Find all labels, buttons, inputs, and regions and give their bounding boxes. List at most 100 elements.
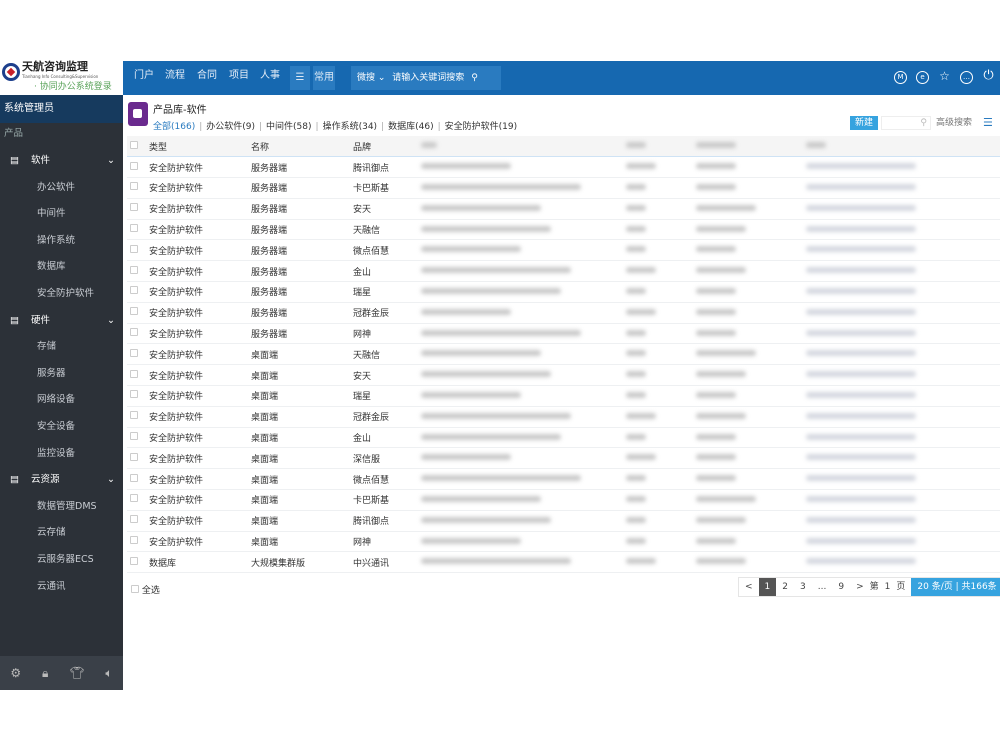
sidebar-item[interactable]: 网络设备 xyxy=(37,394,76,406)
sidebar-group[interactable]: ▤ 硬件 ⌄ xyxy=(0,308,123,334)
tab[interactable]: 全部(166) xyxy=(153,122,196,132)
gear-icon[interactable]: ⚙ xyxy=(10,666,22,680)
table-row[interactable]: 安全防护软件 服务器端 微点佰慧 xyxy=(127,239,1000,262)
table-row[interactable]: 安全防护软件 桌面端 卡巴斯基 xyxy=(127,489,1000,511)
table-row[interactable]: 安全防护软件 桌面端 冠群金辰 xyxy=(127,406,1000,428)
row-checkbox[interactable] xyxy=(130,515,138,524)
prev-page-button[interactable]: < xyxy=(745,582,753,592)
row-checkbox[interactable] xyxy=(130,494,138,503)
star-icon[interactable]: ☆ xyxy=(939,69,950,83)
sidebar-item[interactable]: 服务器 xyxy=(37,367,66,379)
list-search-input[interactable]: ⚲ xyxy=(881,116,931,130)
page-1[interactable]: 1 xyxy=(758,578,777,596)
table-row[interactable]: 安全防护软件 桌面端 深信服 xyxy=(127,447,1000,470)
table-row[interactable]: 安全防护软件 桌面端 网神 xyxy=(127,531,1000,553)
sidebar-item[interactable]: 云存储 xyxy=(37,527,66,539)
search-icon[interactable]: ⚲ xyxy=(920,118,927,128)
table-row[interactable]: 安全防护软件 服务器端 金山 xyxy=(127,260,1000,283)
table-row[interactable]: 安全防护软件 服务器端 安天 xyxy=(127,198,1000,220)
page-9[interactable]: 9 xyxy=(838,582,845,592)
page-size-info[interactable]: 20 条/页 | 共166条 xyxy=(911,578,1000,596)
table-row[interactable]: 安全防护软件 服务器端 卡巴斯基 xyxy=(127,177,1000,199)
table-row[interactable]: 安全防护软件 桌面端 安天 xyxy=(127,364,1000,387)
advanced-search-link[interactable]: 高级搜索 xyxy=(936,118,973,128)
tab[interactable]: 中间件(58) xyxy=(266,122,312,132)
row-checkbox[interactable] xyxy=(130,244,138,253)
row-checkbox[interactable] xyxy=(130,265,138,274)
table-row[interactable]: 安全防护软件 桌面端 金山 xyxy=(127,427,1000,449)
sidebar-item[interactable]: 存储 xyxy=(37,341,57,353)
table-row[interactable]: 数据库 大规模集群版 中兴通讯 xyxy=(127,551,1000,574)
table-row[interactable]: 安全防护软件 服务器端 腾讯御点 xyxy=(127,156,1000,179)
row-checkbox[interactable] xyxy=(130,328,138,337)
table-row[interactable]: 安全防护软件 桌面端 瑞星 xyxy=(127,385,1000,407)
m-circle-icon[interactable]: M xyxy=(894,71,907,84)
chat-icon[interactable]: … xyxy=(960,71,973,84)
hamburger-icon[interactable]: ☰ xyxy=(290,66,310,90)
col-type[interactable]: 类型 xyxy=(149,136,251,158)
table-row[interactable]: 安全防护软件 服务器端 冠群金辰 xyxy=(127,302,1000,324)
nav-workflow[interactable]: 流程 xyxy=(165,70,185,81)
page-3[interactable]: 3 xyxy=(800,582,806,592)
sidebar-group[interactable]: ▤ 云资源 ⌄ xyxy=(0,467,123,493)
search-input[interactable]: 请输入关键词搜索 xyxy=(392,73,465,83)
row-checkbox[interactable] xyxy=(130,390,138,399)
tab[interactable]: 安全防护软件(19) xyxy=(444,122,518,132)
row-checkbox[interactable] xyxy=(130,161,138,170)
sidebar-item[interactable]: 安全设备 xyxy=(37,421,76,432)
select-all-checkbox[interactable] xyxy=(131,585,139,593)
row-checkbox[interactable] xyxy=(130,411,138,420)
tab[interactable]: 办公软件(9) xyxy=(206,122,255,132)
sidebar-item[interactable]: 数据管理DMS xyxy=(37,500,97,512)
row-checkbox[interactable] xyxy=(130,348,138,357)
next-page-button[interactable]: > xyxy=(856,582,864,592)
power-icon[interactable]: ⏻ xyxy=(983,68,994,83)
shirt-icon[interactable]: 👕︎ xyxy=(69,666,85,680)
col-name[interactable]: 名称 xyxy=(251,136,353,158)
row-checkbox[interactable] xyxy=(130,432,138,441)
sidebar-item[interactable]: 监控设备 xyxy=(37,447,76,459)
speaker-icon[interactable]: 🔈︎ xyxy=(105,665,113,680)
select-all[interactable]: 全选 xyxy=(131,583,160,596)
nav-portal[interactable]: 门户 xyxy=(134,70,154,81)
table-row[interactable]: 安全防护软件 桌面端 微点佰慧 xyxy=(127,468,1000,491)
row-checkbox[interactable] xyxy=(130,369,138,378)
col-brand[interactable]: 品牌 xyxy=(353,136,421,158)
sidebar-item[interactable]: 云服务器ECS xyxy=(37,554,94,565)
list-view-icon[interactable]: ☰ xyxy=(983,116,993,129)
table-row[interactable]: 安全防护软件 服务器端 网神 xyxy=(127,323,1000,345)
row-checkbox[interactable] xyxy=(130,203,138,212)
row-checkbox[interactable] xyxy=(130,224,138,233)
search-box[interactable]: 微搜 ⌄ 请输入关键词搜索 ⚲ xyxy=(351,66,501,90)
page-2[interactable]: 2 xyxy=(782,582,789,592)
e-circle-icon[interactable]: e xyxy=(916,71,929,84)
row-checkbox[interactable] xyxy=(130,536,138,545)
sidebar-item[interactable]: 安全防护软件 xyxy=(37,288,95,299)
tab[interactable]: 操作系统(34) xyxy=(322,122,378,132)
sidebar-group[interactable]: ▤ 软件 ⌄ xyxy=(0,148,123,174)
nav-hr[interactable]: 人事 xyxy=(260,70,280,81)
tab[interactable]: 数据库(46) xyxy=(388,122,434,132)
search-icon[interactable]: ⚲ xyxy=(471,73,478,83)
row-checkbox[interactable] xyxy=(130,473,138,482)
sidebar-user[interactable]: 系统管理员 xyxy=(0,95,123,123)
row-checkbox[interactable] xyxy=(130,182,138,191)
sidebar-item[interactable]: 操作系统 xyxy=(37,234,76,246)
nav-contract[interactable]: 合同 xyxy=(197,70,217,81)
sidebar-item[interactable]: 云通讯 xyxy=(37,580,66,592)
lock-icon[interactable]: 🔒︎ xyxy=(42,665,49,680)
table-row[interactable]: 安全防护软件 服务器端 瑞星 xyxy=(127,281,1000,303)
nav-project[interactable]: 项目 xyxy=(229,70,249,81)
new-button[interactable]: 新建 xyxy=(850,116,878,130)
table-row[interactable]: 安全防护软件 桌面端 天融信 xyxy=(127,343,1000,366)
row-checkbox[interactable] xyxy=(130,556,138,565)
row-checkbox[interactable] xyxy=(130,307,138,316)
table-row[interactable]: 安全防护软件 服务器端 天融信 xyxy=(127,219,1000,241)
header-checkbox[interactable] xyxy=(130,140,138,149)
sidebar-item[interactable]: 数据库 xyxy=(37,261,66,273)
row-checkbox[interactable] xyxy=(130,286,138,295)
search-scope-dropdown[interactable]: 微搜 ⌄ xyxy=(357,73,386,83)
sidebar-item[interactable]: 办公软件 xyxy=(37,181,76,193)
sidebar-item[interactable]: 中间件 xyxy=(37,208,66,220)
table-row[interactable]: 安全防护软件 桌面端 腾讯御点 xyxy=(127,510,1000,532)
